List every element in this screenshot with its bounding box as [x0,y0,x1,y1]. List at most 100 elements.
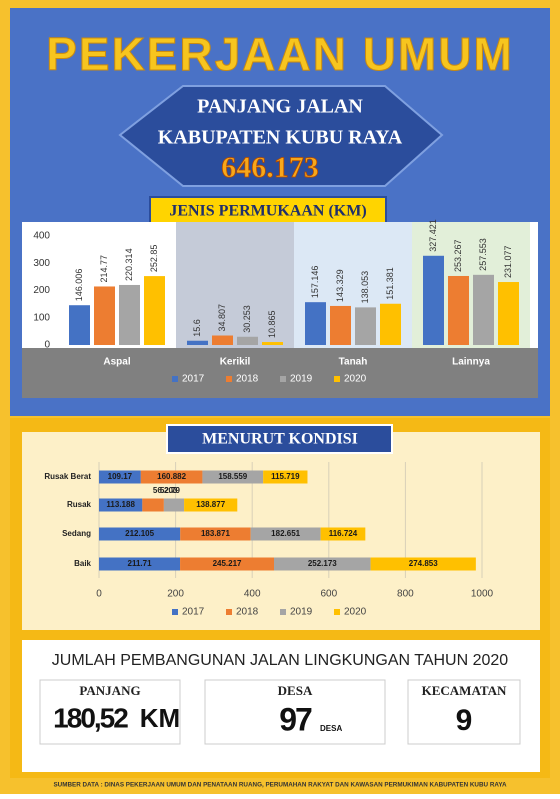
value-label: 158.559 [218,472,247,481]
value-label: 138.053 [360,271,370,304]
chart-title: JENIS PERMUKAAN (KM) [169,203,366,220]
y-tick-label: 100 [33,312,50,323]
main-title: PEKERJAAN UMUM [46,28,514,80]
box-label: KECAMATAN [422,683,507,698]
legend-label: 2017 [182,607,205,618]
legend-swatch [172,609,178,615]
bar-segment [163,498,185,512]
box-value: 180,52 [53,702,128,733]
bar-segment [99,557,181,571]
bar-segment [263,470,308,484]
y-tick-label: Rusak Berat [44,472,91,481]
subtitle: KABUPATEN KUBU RAYA [158,127,403,149]
value-label: 143.329 [335,269,345,302]
legend-label: 2019 [290,374,313,385]
bar [355,307,376,345]
bar-segment [99,498,143,512]
bar [212,335,233,345]
value-label: 109.17 [108,472,133,481]
summary-title: JUMLAH PEMBANGUNAN JALAN LINGKUNGAN TAHU… [52,652,509,669]
bar-segment [140,470,203,484]
y-tick-label: Baik [74,559,91,568]
box-value: 9 [456,704,473,737]
x-tick-label: 800 [397,589,414,600]
bar-segment [180,557,275,571]
bar-segment [142,498,164,512]
value-label: 220.314 [124,248,134,281]
value-label: 183.871 [201,529,230,538]
value-label: 34.807 [217,304,227,332]
value-label: 182.651 [271,529,300,538]
legend-swatch [280,376,286,382]
legend-swatch [334,609,340,615]
legend-swatch [226,376,232,382]
value-label: 138.877 [196,500,225,509]
bar [473,274,494,345]
value-label: 151.381 [385,267,395,300]
bar [448,275,469,345]
value-label: 274.853 [409,559,438,568]
bar [94,286,115,345]
value-label: 30.253 [242,305,252,333]
x-tick-label: Lainnya [452,357,490,368]
legend-label: 2017 [182,374,205,385]
y-tick-label: 400 [33,231,50,242]
bar-segment [274,557,371,571]
value-label: 15.6 [192,319,202,337]
chart-banner [166,424,393,454]
chart-footer [22,348,538,398]
bar [144,276,165,345]
bar [69,305,90,345]
box-label: DESA [278,683,313,698]
value-label: 157.146 [310,266,320,299]
value-label: 211.71 [128,559,153,568]
hexagon [118,85,444,187]
value-label: 115.719 [271,472,300,481]
x-tick-label: Kerikil [220,357,251,368]
value-label: 212.105 [125,529,154,538]
legend-label: 2019 [290,607,313,618]
subtitle: PANJANG JALAN [197,96,363,118]
legend-label: 2020 [344,607,367,618]
x-tick-label: Tanah [339,357,368,368]
box-unit: KM [140,703,180,733]
value-label: 252.173 [308,559,337,568]
value-label: 257.553 [478,238,488,271]
x-tick-label: 200 [167,589,184,600]
value-label: 113.188 [106,500,135,509]
bar [305,302,326,345]
legend-swatch [226,609,232,615]
value-label: 253.267 [453,239,463,272]
value-label: 231.077 [503,245,513,278]
bar-segment [99,470,141,484]
x-tick-label: 0 [96,589,102,600]
source-note: SUMBER DATA : DINAS PEKERJAAN UMUM DAN P… [53,782,506,789]
y-tick-label: Rusak [67,500,92,509]
value-label: 327.421 [428,219,438,252]
bar-segment [99,527,181,541]
bar-segment [184,498,238,512]
box-value: 97 [279,701,312,737]
legend-label: 2020 [344,374,367,385]
box [204,679,386,745]
bar [237,336,258,345]
bar [380,303,401,345]
box [407,679,521,745]
category-band [176,222,294,348]
bar-segment [370,557,476,571]
legend-swatch [172,376,178,382]
value-label: 146.006 [74,269,84,302]
bar [262,342,283,345]
chart-banner [149,196,387,227]
bar [330,305,351,345]
x-tick-label: 600 [320,589,337,600]
box [39,679,181,745]
legend-swatch [334,376,340,382]
legend-swatch [280,609,286,615]
bar-segment [320,527,366,541]
bar [498,282,519,345]
value-label: 56.203 [153,486,178,495]
x-tick-label: Aspal [103,357,130,368]
total-length: 646.173 [221,151,319,184]
